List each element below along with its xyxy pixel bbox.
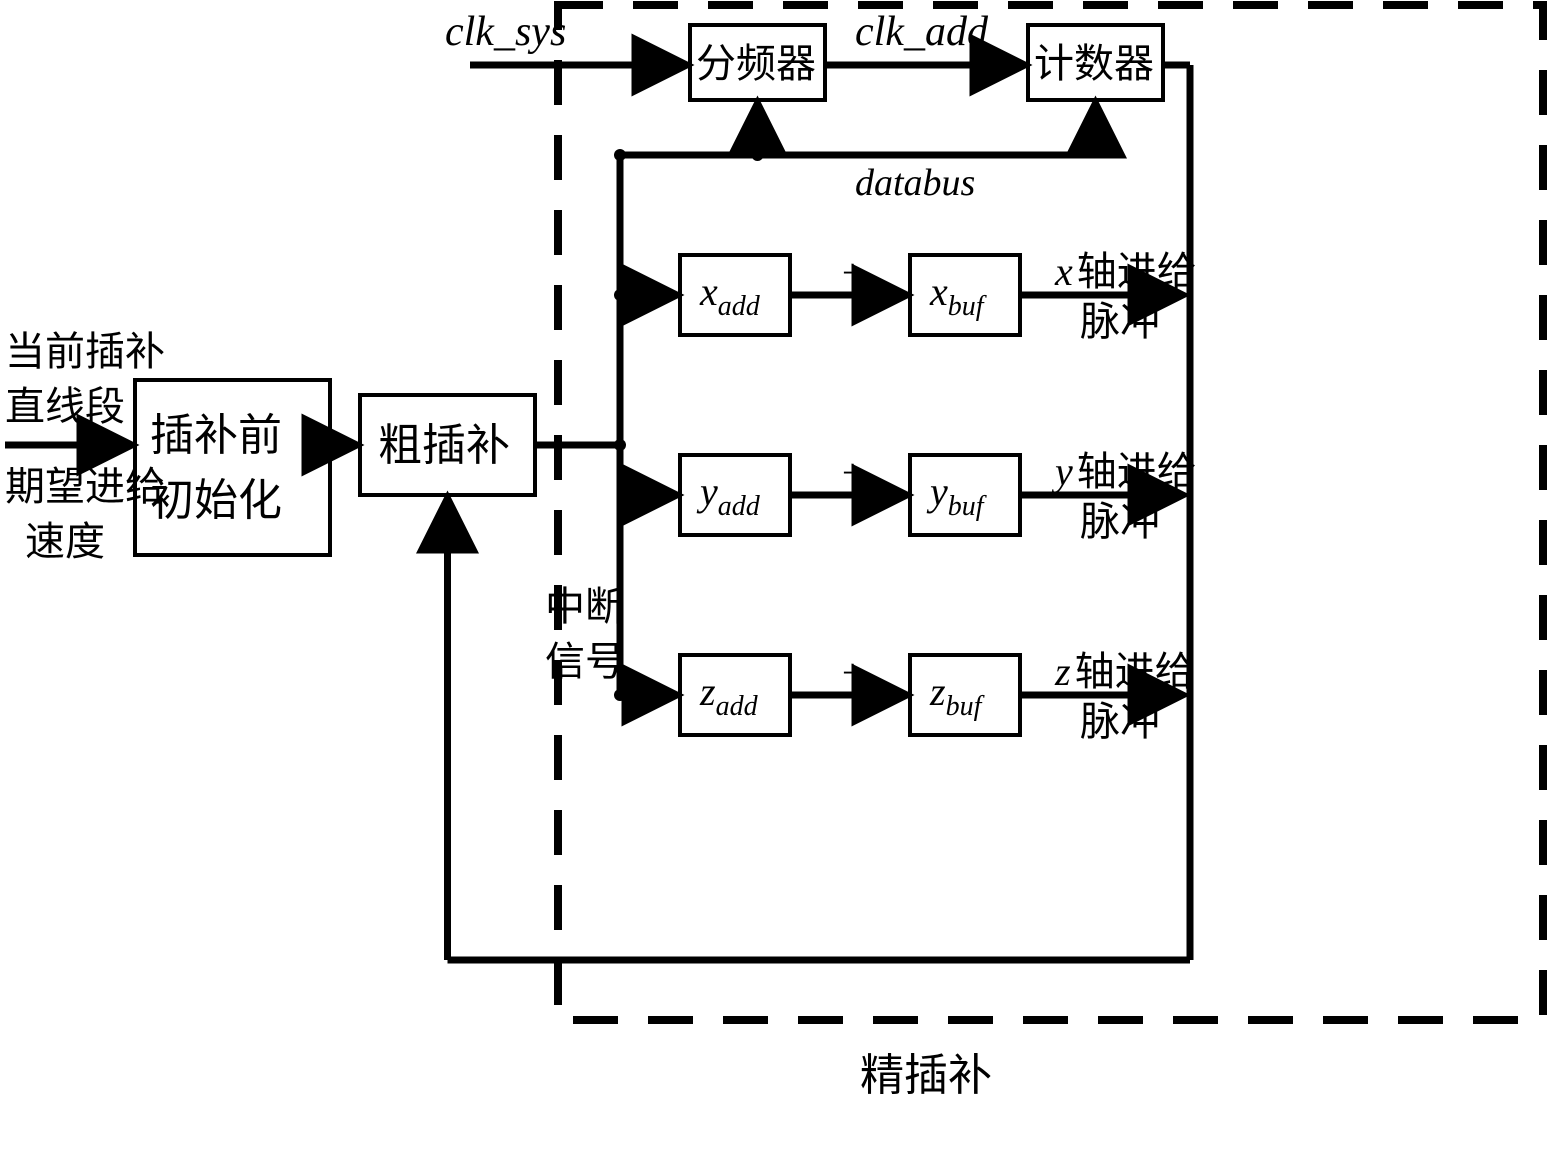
divider-label: 分频器 [696,41,816,86]
databus-label: databus [855,162,975,204]
plus-x: + [842,252,863,294]
svg-text:y轴进给: y轴进给 [1051,449,1197,494]
init-label-2: 初始化 [150,476,282,525]
input-label-1: 当前插补 [5,329,165,374]
svg-text:x轴进给: x轴进给 [1054,249,1197,294]
clk-add-label: clk_add [855,9,989,55]
svg-text:脉冲: 脉冲 [1080,699,1160,744]
plus-z: + [842,652,863,694]
interrupt-label-1: 中断 [545,584,625,629]
clk-sys-label: clk_sys [445,9,566,55]
interrupt-label-2: 信号 [545,639,625,684]
svg-text:z轴进给: z轴进给 [1054,649,1195,694]
input-label-4: 速度 [25,519,105,564]
block-diagram: 插补前初始化粗插补分频器计数器xaddxbufyaddybufzaddzbuf当… [0,0,1563,1150]
coarse-label: 粗插补 [378,421,510,470]
input-label-2: 直线段 [5,384,125,429]
input-label-3: 期望进给 [5,464,165,509]
plus-y: + [842,452,863,494]
counter-label: 计数器 [1034,41,1154,86]
svg-text:脉冲: 脉冲 [1080,499,1160,544]
init-label-1: 插补前 [150,411,282,460]
svg-text:脉冲: 脉冲 [1080,299,1160,344]
fine-label: 精插补 [860,1051,992,1100]
